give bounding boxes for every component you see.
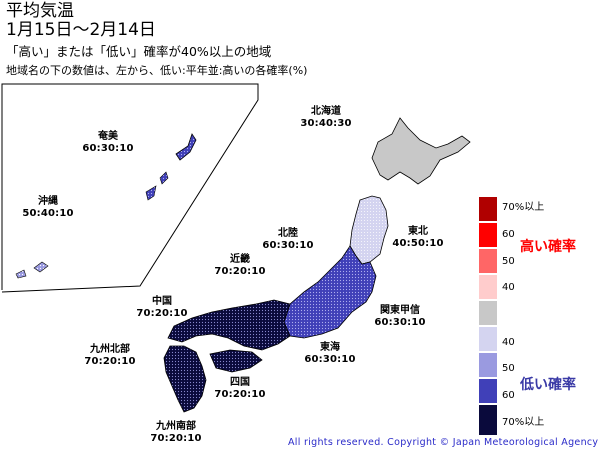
region-label-tokai: 東海 60:30:10 [304, 342, 355, 366]
legend-label: 60 [502, 229, 515, 240]
hokkaido-shape [371, 117, 471, 185]
region-probs: 70:20:10 [136, 308, 188, 319]
legend-label: 40 [502, 337, 515, 348]
legend-swatch-high60 [478, 222, 498, 248]
legend-high-probability-label: 高い確率 [520, 239, 576, 255]
western-honshu-shape [167, 299, 291, 351]
region-name: 東北 [407, 226, 428, 237]
region-probs: 60:30:10 [262, 240, 314, 251]
region-name: 四国 [229, 377, 250, 388]
region-label-kyushu-north: 九州北部 70:20:10 [84, 344, 135, 368]
tohoku-shape [349, 195, 389, 265]
region-probs: 70:20:10 [84, 356, 136, 367]
region-label-tohoku: 東北 40:50:10 [392, 226, 443, 250]
title-block: 平均気温 1月15日～2月14日 [6, 2, 156, 40]
region-probs: 70:20:10 [214, 389, 266, 400]
title-line2: 1月15日～2月14日 [6, 20, 156, 40]
title-line1: 平均気温 [6, 1, 74, 21]
legend-label: 50 [502, 363, 515, 374]
region-probs: 60:30:10 [374, 317, 426, 328]
region-label-amami: 奄美 60:30:10 [82, 131, 133, 155]
region-label-kinki: 近畿 70:20:10 [214, 254, 265, 278]
legend-swatch-high40 [478, 274, 498, 300]
central-honshu-shape [283, 245, 377, 339]
legend-label: 40 [502, 282, 515, 293]
shikoku-shape [209, 349, 263, 373]
kyushu-shape [163, 345, 207, 413]
legend-swatch-low50 [478, 352, 498, 378]
region-probs: 70:20:10 [150, 433, 202, 444]
legend-swatch-high70 [478, 196, 498, 222]
legend-label: 60 [502, 390, 515, 401]
legend-swatch-low60 [478, 378, 498, 404]
region-probs: 50:40:10 [22, 208, 74, 219]
region-name: 近畿 [229, 254, 250, 265]
region-name: 九州北部 [89, 344, 130, 355]
legend-swatch-low70 [478, 404, 498, 436]
region-name: 北海道 [310, 106, 341, 117]
region-name: 東海 [319, 342, 340, 353]
legend-low-probability-label: 低い確率 [520, 377, 576, 393]
region-probs: 70:20:10 [214, 266, 266, 277]
legend-swatch-low40 [478, 326, 498, 352]
legend-swatch-high50 [478, 248, 498, 274]
region-label-hokkaido: 北海道 30:40:30 [300, 106, 351, 130]
inset-frame [1, 83, 259, 293]
region-name: 沖縄 [37, 196, 58, 207]
region-probs: 60:30:10 [304, 354, 356, 365]
subtitle: 「高い」または「低い」確率が40%以上の地域 [6, 44, 272, 59]
explanatory-note: 地域名の下の数値は、左から、低い:平年並:高いの各確率(%) [6, 64, 308, 77]
amami-shape [175, 133, 197, 161]
region-name: 北陸 [277, 228, 298, 239]
legend-label: 50 [502, 256, 515, 267]
region-label-kanto-koshin: 関東甲信 60:30:10 [374, 305, 425, 329]
region-label-okinawa: 沖縄 50:40:10 [22, 196, 73, 220]
legend-swatch-normal [478, 300, 498, 326]
copyright-notice: All rights reserved. Copyright © Japan M… [288, 437, 599, 448]
region-label-chugoku: 中国 70:20:10 [136, 296, 187, 320]
region-name: 九州南部 [155, 421, 196, 432]
region-name: 関東甲信 [379, 305, 420, 316]
region-name: 中国 [151, 296, 172, 307]
region-name: 奄美 [97, 131, 118, 142]
okinawa-shape [33, 261, 49, 273]
legend-label: 70%以上 [502, 202, 545, 213]
region-probs: 60:30:10 [82, 143, 134, 154]
region-probs: 30:40:30 [300, 118, 352, 129]
region-label-shikoku: 四国 70:20:10 [214, 377, 265, 401]
region-label-hokuriku: 北陸 60:30:10 [262, 228, 313, 252]
legend-label: 70%以上 [502, 417, 545, 428]
region-probs: 40:50:10 [392, 238, 444, 249]
region-label-kyushu-south: 九州南部 70:20:10 [150, 421, 201, 445]
